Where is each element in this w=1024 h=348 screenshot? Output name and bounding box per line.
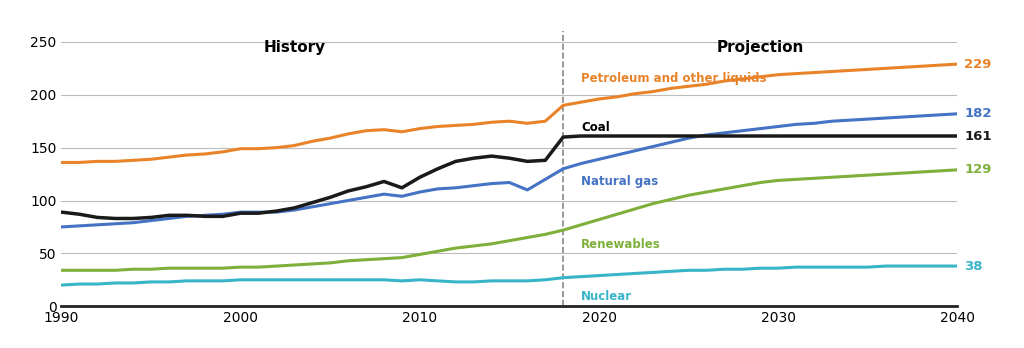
Text: 182: 182 [965,107,992,120]
Text: History: History [263,40,326,55]
Text: 229: 229 [965,58,992,71]
Text: Petroleum and other liquids: Petroleum and other liquids [582,72,767,85]
Text: Projection: Projection [717,40,804,55]
Text: Nuclear: Nuclear [582,290,632,303]
Text: Natural gas: Natural gas [582,175,658,188]
Text: Renewables: Renewables [582,238,660,251]
Text: 129: 129 [965,163,992,176]
Text: 161: 161 [965,129,992,142]
Text: Coal: Coal [582,121,610,134]
Text: 38: 38 [965,260,983,272]
